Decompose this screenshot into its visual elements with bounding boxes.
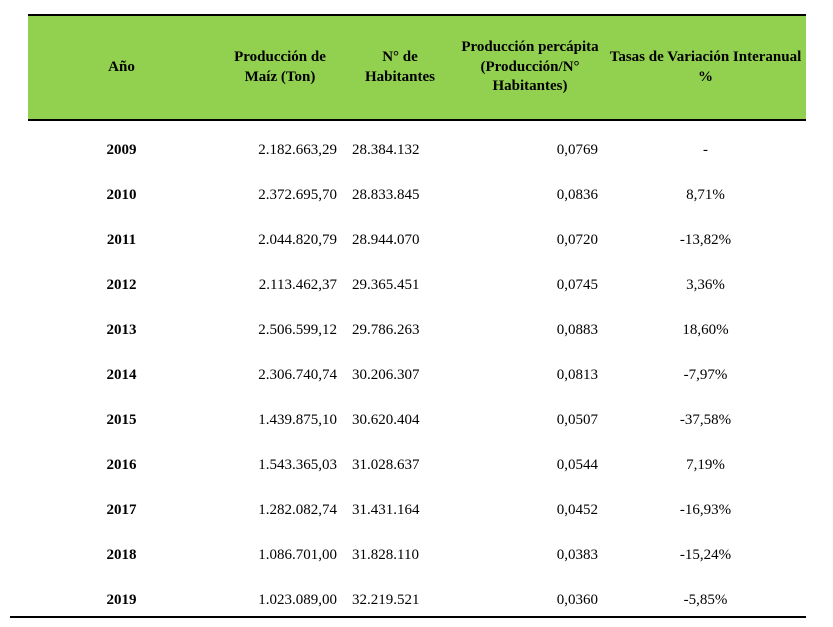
produccion-cell: 1.282.082,74 (258, 502, 337, 518)
table-header: Año Producción de Maíz (Ton) N° de Habit… (28, 14, 806, 121)
year-cell: 2017 (106, 502, 137, 518)
table-row: 2013 2.506.599,12 29.786.263 0,0883 18,6… (28, 301, 806, 346)
table-row: 2014 2.306.740,74 30.206.307 0,0813 -7,9… (28, 346, 806, 391)
percapita-cell: 0,0452 (556, 502, 598, 518)
data-table: Año Producción de Maíz (Ton) N° de Habit… (28, 14, 806, 616)
variacion-cell: -16,93% (679, 502, 732, 518)
year-cell: 2013 (106, 322, 137, 338)
habitantes-cell: 29.786.263 (352, 322, 420, 338)
produccion-cell: 1.439.875,10 (258, 412, 337, 428)
habitantes-cell: 31.828.110 (352, 547, 419, 563)
table-row: 2011 2.044.820,79 28.944.070 0,0720 -13,… (28, 211, 806, 256)
variacion-cell: -37,58% (679, 412, 732, 428)
percapita-cell: 0,0360 (556, 592, 598, 608)
statistics-table-wrap: Año Producción de Maíz (Ton) N° de Habit… (10, 14, 806, 627)
variacion-cell: -15,24% (679, 547, 732, 563)
column-header-ano: Año (28, 14, 215, 121)
produccion-cell: 2.182.663,29 (258, 142, 337, 158)
year-cell: 2010 (106, 187, 137, 203)
summary-row: Tasas de Variación Promedio del Periodo … (10, 616, 806, 627)
percapita-cell: 0,0383 (556, 547, 598, 563)
table-row: 2018 1.086.701,00 31.828.110 0,0383 -15,… (28, 526, 806, 571)
year-cell: 2016 (106, 457, 137, 473)
variacion-cell: -5,85% (683, 592, 728, 608)
table-row: 2016 1.543.365,03 31.028.637 0,0544 7,19… (28, 436, 806, 481)
year-cell: 2009 (106, 142, 137, 158)
variacion-cell: 8,71% (686, 187, 725, 203)
year-cell: 2014 (106, 367, 137, 383)
percapita-cell: 0,0507 (556, 412, 598, 428)
year-cell: 2012 (106, 277, 137, 293)
year-cell: 2019 (106, 592, 137, 608)
produccion-cell: 2.506.599,12 (258, 322, 337, 338)
habitantes-cell: 28.944.070 (352, 232, 420, 248)
table-row: 2010 2.372.695,70 28.833.845 0,0836 8,71… (28, 166, 806, 211)
year-cell: 2018 (106, 547, 137, 563)
variacion-cell: -7,97% (683, 367, 728, 383)
year-cell: 2011 (106, 232, 137, 248)
produccion-cell: 2.044.820,79 (258, 232, 337, 248)
table-row: 2012 2.113.462,37 29.365.451 0,0745 3,36… (28, 256, 806, 301)
percapita-cell: 0,0745 (556, 277, 598, 293)
habitantes-cell: 31.028.637 (352, 457, 420, 473)
variacion-cell: 18,60% (682, 322, 729, 338)
habitantes-cell: 29.365.451 (352, 277, 420, 293)
table-row: 2017 1.282.082,74 31.431.164 0,0452 -16,… (28, 481, 806, 526)
table-body: 2009 2.182.663,29 28.384.132 0,0769 - 20… (28, 120, 806, 616)
variacion-cell: 3,36% (686, 277, 725, 293)
habitantes-cell: 32.219.521 (352, 592, 420, 608)
produccion-cell: 1.086.701,00 (258, 547, 337, 563)
table-row: 2019 1.023.089,00 32.219.521 0,0360 -5,8… (28, 571, 806, 616)
column-header-variacion: Tasas de Variación Interanual % (605, 14, 806, 121)
produccion-cell: 1.543.365,03 (258, 457, 337, 473)
produccion-cell: 2.372.695,70 (258, 187, 337, 203)
habitantes-cell: 30.620.404 (352, 412, 420, 428)
produccion-cell: 1.023.089,00 (258, 592, 337, 608)
habitantes-cell: 31.431.164 (352, 502, 420, 518)
column-header-produccion: Producción de Maíz (Ton) (215, 14, 345, 121)
column-header-habitantes: N° de Habitantes (345, 14, 455, 121)
percapita-cell: 0,0836 (556, 187, 598, 203)
header-row: Año Producción de Maíz (Ton) N° de Habit… (28, 14, 806, 121)
percapita-cell: 0,0544 (556, 457, 598, 473)
table-row: 2009 2.182.663,29 28.384.132 0,0769 - (28, 120, 806, 166)
column-header-percapita: Producción percápita (Producción/N° Habi… (455, 14, 605, 121)
variacion-cell: - (703, 142, 708, 158)
percapita-cell: 0,0883 (556, 322, 598, 338)
habitantes-cell: 28.833.845 (352, 187, 420, 203)
habitantes-cell: 28.384.132 (352, 142, 420, 158)
table-row: 2015 1.439.875,10 30.620.404 0,0507 -37,… (28, 391, 806, 436)
variacion-cell: 7,19% (686, 457, 725, 473)
percapita-cell: 0,0813 (556, 367, 598, 383)
produccion-cell: 2.306.740,74 (258, 367, 337, 383)
variacion-cell: -13,82% (679, 232, 732, 248)
percapita-cell: 0,0720 (556, 232, 598, 248)
habitantes-cell: 30.206.307 (352, 367, 420, 383)
produccion-cell: 2.113.462,37 (258, 277, 337, 293)
year-cell: 2015 (106, 412, 137, 428)
percapita-cell: 0,0769 (556, 142, 598, 158)
